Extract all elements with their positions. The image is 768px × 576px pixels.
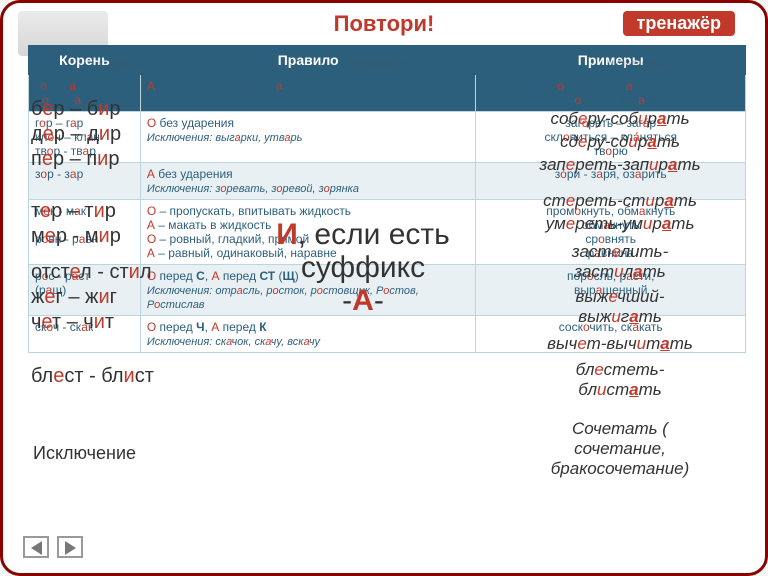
cell-example: промокнуть, обмакнутьобмакнутьсровнятьра… bbox=[476, 200, 746, 265]
table-row: мок - макровн - равнО – пропускать, впит… bbox=[29, 200, 746, 265]
cell-rule: О без ударенияИсключения: выгарки, утвар… bbox=[140, 112, 476, 163]
trainer-badge[interactable]: тренажёр bbox=[623, 11, 735, 36]
cell-example: зо́ри - заря, озарить bbox=[476, 163, 746, 200]
cell-rule: А без ударенияИсключения: зоревать, зоре… bbox=[140, 163, 476, 200]
cell-rule: О – пропускать, впитывать жидкостьА – ма… bbox=[140, 200, 476, 265]
watermark-col2: правило bbox=[353, 55, 408, 71]
cell-rule: О перед С, А перед СТ (Щ)Исключения: отр… bbox=[140, 265, 476, 316]
cell-example: коснуться – касатьсяположить - полагать bbox=[476, 75, 746, 112]
cell-example: поросль, расти,выращенный bbox=[476, 265, 746, 316]
nav-controls bbox=[23, 536, 87, 563]
cell-example: загореть – зага́рсклониться – кла́няться… bbox=[476, 112, 746, 163]
overlay-root-item: блест - блист bbox=[31, 365, 154, 388]
overlay-example-item: блестеть-блистать bbox=[515, 360, 725, 400]
th-rule: Правило bbox=[140, 46, 476, 75]
slide-frame: Повтори! тренажёр Корень Правило Примеры… bbox=[0, 0, 768, 576]
cell-example: соскочить, скакать bbox=[476, 316, 746, 353]
overlay-example-item: Сочетать (сочетание,бракосочетание) bbox=[515, 419, 725, 479]
table-row: кос - каслож - лагА, если есть суффикс -… bbox=[29, 75, 746, 112]
table-row: рос - раст(ращ)О перед С, А перед СТ (Щ)… bbox=[29, 265, 746, 316]
rules-table: Корень Правило Примеры кос - каслож - ла… bbox=[28, 45, 746, 353]
table-row: гор – гарклон – клантвор - тварО без уда… bbox=[29, 112, 746, 163]
cell-root: мок - макровн - равн bbox=[29, 200, 141, 265]
cell-root: скоч - скак bbox=[29, 316, 141, 353]
cell-root: гор – гарклон – клантвор - твар bbox=[29, 112, 141, 163]
next-button[interactable] bbox=[57, 536, 83, 558]
watermark-col1: корень bbox=[98, 55, 143, 71]
cell-root: зор - зар bbox=[29, 163, 141, 200]
cell-root: кос - каслож - лаг bbox=[29, 75, 141, 112]
table-row: зор - зарА без ударенияИсключения: зорев… bbox=[29, 163, 746, 200]
exclusion-label: Исключение bbox=[33, 443, 136, 464]
cell-root: рос - раст(ращ) bbox=[29, 265, 141, 316]
cell-rule: О перед Ч, А перед КИсключения: скачок, … bbox=[140, 316, 476, 353]
cell-rule: А, если есть суффикс -а- bbox=[140, 75, 476, 112]
watermark-col3: примеры bbox=[608, 55, 666, 71]
prev-button[interactable] bbox=[23, 536, 49, 558]
table-row: скоч - скакО перед Ч, А перед КИсключени… bbox=[29, 316, 746, 353]
